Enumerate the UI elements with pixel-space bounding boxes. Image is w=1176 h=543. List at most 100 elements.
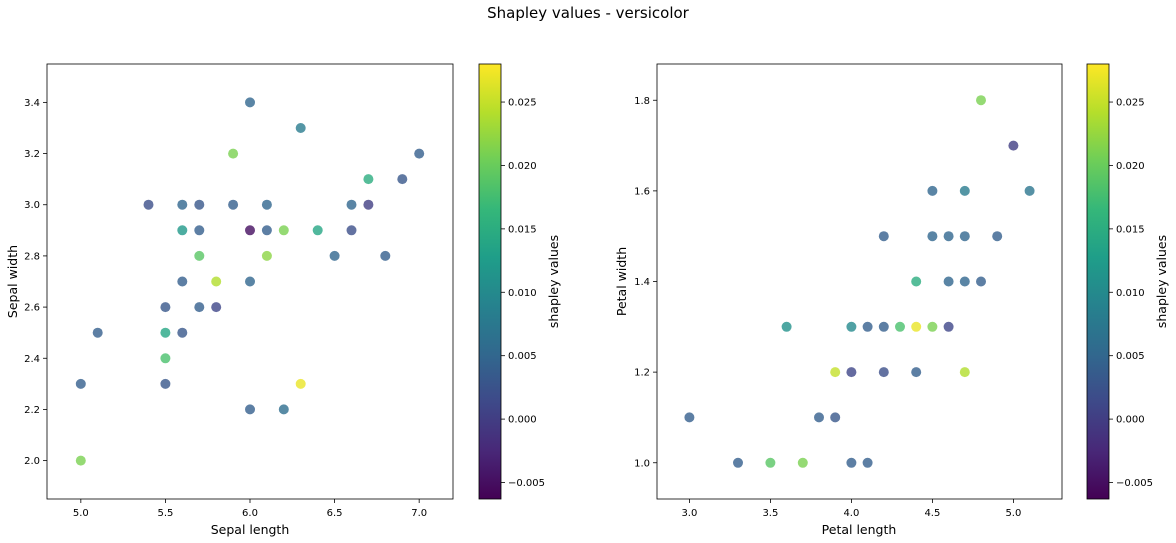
sepal-data-point (92, 327, 103, 338)
sepal-data-point (278, 404, 289, 415)
petal-x-tick-label: 4.5 (924, 508, 940, 519)
petal-colorbar: −0.005 0.000 0.005 0.010 0.015 0.020 0.025 sha… (1086, 63, 1169, 500)
sepal-data-point (329, 250, 340, 261)
sepal-colorbar-tick-label: −0.005 (508, 478, 545, 489)
petal-data-point (911, 367, 922, 378)
sepal-data-point (160, 327, 171, 338)
petal-data-point (943, 231, 954, 242)
petal-y-tick-label: 1.2 (634, 368, 650, 379)
sepal-points-group (75, 97, 425, 466)
sepal-y-tick-label: 2.0 (24, 456, 40, 467)
sepal-data-point (211, 302, 222, 313)
petal-data-point (927, 321, 938, 332)
sepal-colorbar-tick-label: 0.025 (508, 98, 537, 109)
petal-data-point (976, 95, 986, 106)
sepal-data-point (194, 199, 205, 210)
sepal-data-point (380, 250, 391, 261)
sepal-data-point (363, 199, 374, 210)
sepal-data-point (194, 250, 205, 261)
sepal-colorbar-tick-label: 0.020 (508, 161, 537, 172)
sepal-data-point (177, 327, 188, 338)
sepal-colorbar-label: shapley values (546, 235, 561, 328)
petal-x-tick-label: 3.5 (762, 508, 778, 519)
sepal-data-point (295, 378, 306, 389)
petal-data-point (878, 367, 889, 378)
petal-data-point (927, 185, 938, 196)
sepal-x-tick-label: 5.0 (73, 508, 89, 519)
figure-title: Shapley values - versicolor (487, 4, 690, 22)
petal-data-point (797, 457, 808, 468)
sepal-data-point (177, 276, 188, 287)
sepal-data-point (75, 455, 86, 466)
sepal-y-tick-label: 3.2 (24, 149, 40, 160)
petal-data-point (959, 185, 970, 196)
sepal-colorbar-tick-label: 0.010 (508, 288, 537, 299)
petal-data-point (976, 276, 986, 287)
sepal-data-point (261, 225, 272, 236)
petal-colorbar-ticks: −0.005 0.000 0.005 0.010 0.015 0.020 0.025 (1109, 98, 1153, 489)
sepal-colorbar-ticks: −0.005 0.000 0.005 0.010 0.015 0.020 0.025 (501, 98, 545, 489)
sepal-data-point (245, 276, 255, 287)
sepal-data-point (346, 225, 357, 236)
sepal-x-ticks: 5.0 5.5 6.0 6.5 7.0 (73, 499, 427, 519)
sepal-data-point (346, 199, 357, 210)
sepal-y-tick-label: 2.8 (24, 251, 40, 262)
sepal-y-tick-label: 3.0 (24, 200, 40, 211)
sepal-data-point (312, 225, 323, 236)
sepal-data-point (160, 302, 171, 313)
petal-colorbar-tick-label: 0.005 (1116, 351, 1145, 362)
petal-data-point (733, 457, 743, 468)
petal-data-point (878, 321, 889, 332)
petal-x-ticks: 3.0 3.5 4.0 4.5 5.0 (681, 499, 1021, 519)
petal-colorbar-tick-label: 0.020 (1116, 161, 1145, 172)
petal-x-tick-label: 5.0 (1005, 508, 1021, 519)
petal-data-point (943, 276, 954, 287)
sepal-data-point (261, 250, 272, 261)
petal-data-point (911, 321, 922, 332)
petal-data-point (927, 231, 938, 242)
petal-data-point (862, 457, 873, 468)
petal-y-ticks: 1.0 1.2 1.4 1.6 1.8 (634, 96, 657, 469)
sepal-y-tick-label: 2.6 (24, 303, 40, 314)
sepal-x-tick-label: 6.0 (242, 508, 258, 519)
petal-data-point (830, 367, 841, 378)
petal-data-point (765, 457, 776, 468)
petal-axes-frame (656, 63, 1063, 500)
sepal-data-point (295, 123, 306, 133)
sepal-x-tick-label: 5.5 (157, 508, 173, 519)
petal-data-point (830, 412, 841, 423)
petal-colorbar-tick-label: 0.025 (1116, 98, 1145, 109)
petal-data-point (846, 367, 857, 378)
sepal-data-point (245, 225, 255, 236)
petal-colorbar-gradient (1087, 64, 1109, 499)
petal-data-point (959, 276, 970, 287)
sepal-colorbar-tick-label: 0.015 (508, 224, 537, 235)
petal-data-point (911, 276, 922, 287)
sepal-data-point (245, 97, 255, 108)
petal-y-tick-label: 1.8 (634, 96, 650, 107)
petal-colorbar-tick-label: −0.005 (1116, 478, 1153, 489)
petal-colorbar-frame (1086, 63, 1110, 500)
sepal-x-tick-label: 6.5 (327, 508, 343, 519)
petal-data-point (959, 231, 970, 242)
petal-data-point (846, 321, 857, 332)
petal-data-point (878, 231, 889, 242)
sepal-data-point (414, 148, 425, 159)
sepal-y-axis-label: Sepal width (5, 245, 20, 318)
sepal-y-ticks: 2.0 2.2 2.4 2.6 2.8 3.0 3.2 3.4 (24, 98, 47, 467)
petal-scatter-panel: 3.0 3.5 4.0 4.5 5.0 1.0 1.2 1.4 1.6 1.8 Petal le… (614, 63, 1063, 537)
petal-colorbar-tick-label: 0.015 (1116, 224, 1145, 235)
petal-data-point (959, 367, 970, 378)
sepal-data-point (143, 199, 154, 210)
sepal-data-point (278, 225, 289, 236)
petal-data-point (781, 321, 792, 332)
sepal-data-point (177, 225, 188, 236)
sepal-data-point (261, 199, 272, 210)
sepal-data-point (75, 378, 86, 389)
sepal-colorbar-frame (478, 63, 502, 500)
sepal-y-tick-label: 2.2 (24, 405, 40, 416)
petal-colorbar-tick-label: 0.010 (1116, 288, 1145, 299)
sepal-y-tick-label: 2.4 (24, 354, 40, 365)
sepal-colorbar: −0.005 0.000 0.005 0.010 0.015 0.020 0.025 sha… (478, 63, 561, 500)
